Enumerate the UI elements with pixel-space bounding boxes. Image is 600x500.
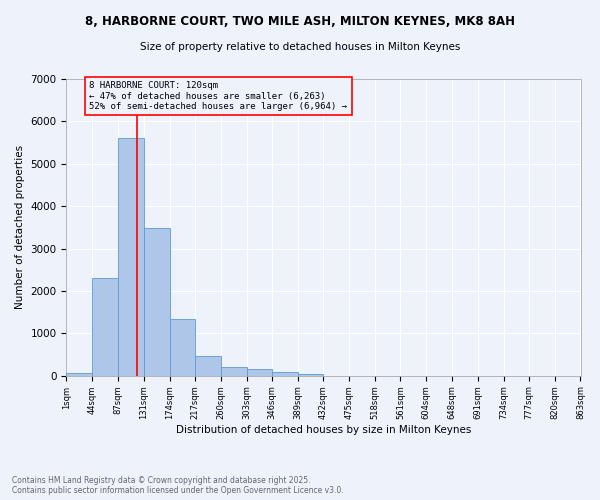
Bar (298, 374, 323, 376)
Text: 8, HARBORNE COURT, TWO MILE ASH, MILTON KEYNES, MK8 8AH: 8, HARBORNE COURT, TWO MILE ASH, MILTON … (85, 15, 515, 28)
Y-axis label: Number of detached properties: Number of detached properties (15, 146, 25, 310)
Bar (221, 368, 247, 376)
Bar (195, 356, 221, 376)
Bar (272, 372, 298, 376)
Bar (144, 228, 170, 376)
Text: 8 HARBORNE COURT: 120sqm
← 47% of detached houses are smaller (6,263)
52% of sem: 8 HARBORNE COURT: 120sqm ← 47% of detach… (89, 81, 347, 111)
Text: Contains HM Land Registry data © Crown copyright and database right 2025.: Contains HM Land Registry data © Crown c… (12, 476, 311, 485)
X-axis label: Distribution of detached houses by size in Milton Keynes: Distribution of detached houses by size … (176, 425, 471, 435)
Bar (118, 138, 144, 376)
Bar (67, 372, 92, 376)
Bar (92, 278, 118, 376)
Text: Contains public sector information licensed under the Open Government Licence v3: Contains public sector information licen… (12, 486, 344, 495)
Bar (247, 368, 272, 376)
Text: Size of property relative to detached houses in Milton Keynes: Size of property relative to detached ho… (140, 42, 460, 52)
Bar (170, 319, 195, 376)
